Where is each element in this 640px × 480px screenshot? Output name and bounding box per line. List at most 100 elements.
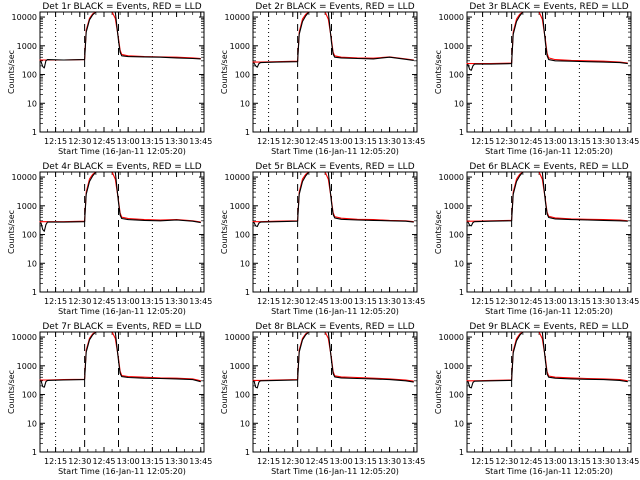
events-series-line [39, 11, 201, 69]
x-tick-label: 13:15 [568, 457, 591, 466]
panel-title: Det 1r BLACK = Events, RED = LLD [42, 2, 201, 12]
y-axis-label: Counts/sec [434, 50, 443, 94]
x-tick-label: 13:00 [330, 297, 353, 306]
panel-title: Det 9r BLACK = Events, RED = LLD [469, 322, 628, 332]
y-tick-label: 1000 [444, 362, 464, 371]
y-tick-label: 10000 [439, 13, 464, 22]
panel-4: 1 10 100 1000 10000 12:15 12:30 12:45 13:00 13:15… [7, 162, 212, 316]
x-tick-label: 12:15 [44, 457, 67, 466]
x-tick-label: 13:45 [616, 297, 639, 306]
y-tick-label: 1 [245, 448, 250, 457]
y-tick-label: 10 [27, 99, 37, 108]
y-tick-label: 100 [449, 231, 464, 240]
y-tick-label: 1 [459, 448, 464, 457]
x-axis-label: Start Time (16-Jan-11 12:05:20) [485, 467, 613, 476]
y-tick-label: 100 [22, 231, 37, 240]
x-tick-label: 13:15 [354, 297, 377, 306]
y-tick-label: 1000 [444, 202, 464, 211]
panel-2: 1 10 100 1000 10000 12:15 12:30 12:45 13:00 13:15… [220, 2, 425, 156]
x-tick-label: 12:30 [68, 457, 91, 466]
y-tick-label: 1 [32, 448, 37, 457]
x-tick-label: 13:45 [189, 137, 212, 146]
panel-title: Det 3r BLACK = Events, RED = LLD [469, 2, 628, 12]
events-series-line [252, 331, 414, 389]
y-tick-label: 1 [459, 288, 464, 297]
panel-6: 1 10 100 1000 10000 12:15 12:30 12:45 13:00 13:15… [434, 162, 639, 316]
x-tick-label: 13:45 [616, 137, 639, 146]
x-tick-label: 13:30 [378, 137, 401, 146]
y-tick-label: 1 [459, 128, 464, 137]
x-tick-label: 13:45 [189, 457, 212, 466]
y-tick-label: 10 [27, 419, 37, 428]
x-tick-label: 13:30 [592, 457, 615, 466]
plot-frame [39, 11, 205, 133]
x-tick-label: 13:15 [141, 457, 164, 466]
y-axis-label: Counts/sec [434, 370, 443, 414]
y-tick-label: 1000 [230, 362, 250, 371]
x-tick-label: 13:00 [544, 457, 567, 466]
x-tick-label: 12:30 [68, 297, 91, 306]
events-series-line [39, 331, 201, 388]
x-tick-label: 13:15 [354, 137, 377, 146]
x-tick-label: 13:00 [544, 137, 567, 146]
x-axis-label: Start Time (16-Jan-11 12:05:20) [271, 307, 399, 316]
plot-frame [39, 331, 205, 453]
y-tick-label: 10 [240, 419, 250, 428]
events-series-line [466, 11, 628, 71]
y-tick-label: 10 [240, 99, 250, 108]
x-tick-label: 12:30 [495, 457, 518, 466]
events-series-line [466, 331, 628, 389]
x-tick-label: 13:30 [165, 457, 188, 466]
panel-title: Det 2r BLACK = Events, RED = LLD [255, 2, 414, 12]
x-tick-label: 13:30 [378, 457, 401, 466]
x-tick-label: 12:45 [519, 457, 542, 466]
plot-frame [466, 171, 632, 293]
events-series-line [252, 11, 414, 68]
y-tick-label: 1000 [17, 42, 37, 51]
x-tick-label: 12:15 [471, 297, 494, 306]
x-tick-label: 12:30 [495, 137, 518, 146]
x-tick-label: 13:30 [378, 297, 401, 306]
x-tick-label: 13:30 [592, 297, 615, 306]
y-tick-label: 10 [240, 259, 250, 268]
x-tick-label: 12:45 [92, 137, 115, 146]
x-tick-label: 12:45 [305, 297, 328, 306]
y-tick-label: 100 [235, 391, 250, 400]
y-tick-label: 100 [235, 71, 250, 80]
y-axis-label: Counts/sec [220, 370, 229, 414]
y-tick-label: 100 [22, 71, 37, 80]
x-tick-label: 13:00 [330, 137, 353, 146]
y-axis-label: Counts/sec [7, 50, 16, 94]
x-axis-label: Start Time (16-Jan-11 12:05:20) [271, 467, 399, 476]
y-tick-label: 10000 [12, 333, 37, 342]
x-tick-label: 12:45 [519, 137, 542, 146]
panel-title: Det 4r BLACK = Events, RED = LLD [42, 162, 201, 172]
x-tick-label: 12:15 [471, 137, 494, 146]
y-tick-label: 1000 [230, 42, 250, 51]
x-tick-label: 12:30 [281, 137, 304, 146]
x-tick-label: 12:15 [257, 297, 280, 306]
y-tick-label: 100 [449, 391, 464, 400]
panel-title: Det 6r BLACK = Events, RED = LLD [469, 162, 628, 172]
plot-frame [466, 11, 632, 133]
x-axis-label: Start Time (16-Jan-11 12:05:20) [58, 467, 186, 476]
x-tick-label: 12:30 [495, 297, 518, 306]
y-tick-label: 1000 [17, 362, 37, 371]
events-series-line [466, 171, 628, 227]
y-tick-label: 10000 [225, 333, 250, 342]
events-series-line [39, 171, 201, 232]
x-tick-label: 13:45 [402, 297, 425, 306]
y-tick-label: 10000 [12, 173, 37, 182]
x-tick-label: 13:45 [402, 137, 425, 146]
x-tick-label: 12:15 [257, 137, 280, 146]
events-series-line [252, 171, 414, 228]
y-tick-label: 1000 [230, 202, 250, 211]
x-tick-label: 13:15 [568, 137, 591, 146]
x-tick-label: 12:45 [305, 137, 328, 146]
x-tick-label: 12:15 [257, 457, 280, 466]
y-axis-label: Counts/sec [434, 210, 443, 254]
x-axis-label: Start Time (16-Jan-11 12:05:20) [271, 147, 399, 156]
x-tick-label: 13:00 [117, 297, 140, 306]
x-tick-label: 12:45 [305, 457, 328, 466]
